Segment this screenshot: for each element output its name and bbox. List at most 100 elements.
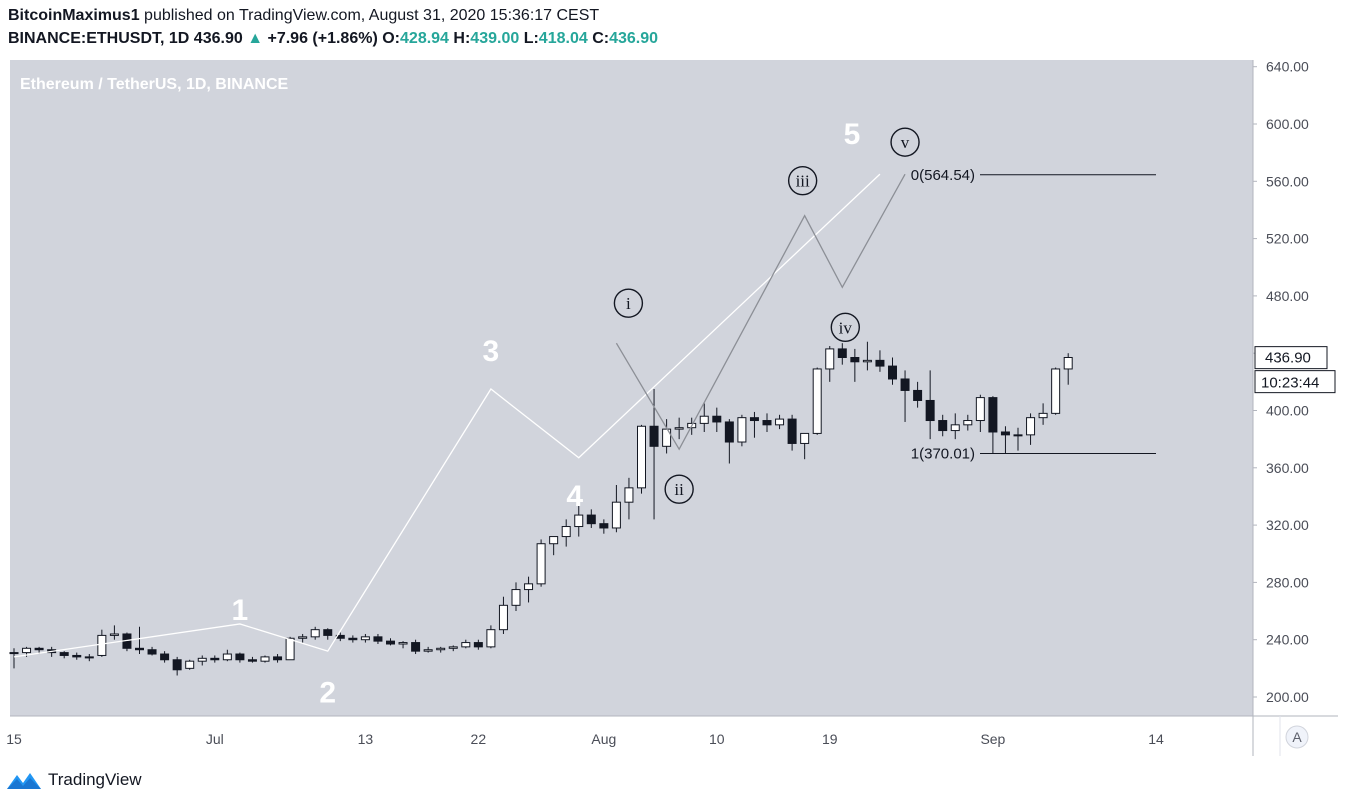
- y-tick-label: 520.00: [1266, 231, 1309, 247]
- sub-wave-circle: [890, 127, 920, 157]
- candle-body: [875, 359, 885, 367]
- candle-body: [360, 636, 370, 641]
- candle-body: [22, 647, 32, 654]
- y-tick-label: 280.00: [1266, 574, 1309, 590]
- candle-body: [135, 647, 144, 651]
- candle-body: [837, 348, 847, 358]
- fib-level-label: 0(564.54): [911, 167, 975, 184]
- candle-body: [599, 523, 609, 529]
- candle-body: [787, 418, 797, 444]
- candle-body: [724, 421, 734, 443]
- candle-body: [411, 642, 421, 652]
- close-label: C:: [592, 30, 610, 47]
- sub-wave-label: iv: [839, 318, 853, 337]
- candle-body: [762, 420, 772, 426]
- y-tick-label: 240.00: [1266, 632, 1309, 648]
- sub-wave-circle: [830, 312, 860, 343]
- candle-body: [498, 604, 508, 631]
- x-tick-label: 15: [6, 731, 22, 747]
- wave-label: 3: [483, 335, 500, 368]
- fib-level-label: 1(370.01): [911, 445, 975, 462]
- candle-body: [386, 640, 395, 645]
- candle-body: [1000, 431, 1010, 436]
- author-name[interactable]: BitcoinMaximus1: [8, 7, 140, 24]
- change-value: +7.96 (+1.86%): [267, 30, 378, 47]
- candle-body: [737, 417, 747, 443]
- sub-wave-circle: [664, 474, 694, 504]
- candle-body: [210, 657, 220, 661]
- y-tick-label: 360.00: [1266, 460, 1309, 476]
- candle-body: [1026, 417, 1036, 436]
- countdown-label: 10:23:44: [1261, 375, 1319, 392]
- x-tick-label: 19: [822, 731, 838, 747]
- candle-body: [1063, 356, 1073, 370]
- last-price-label: 436.90: [1265, 350, 1311, 367]
- up-arrow-icon: ▲: [247, 30, 264, 47]
- y-tick-label: 560.00: [1266, 173, 1309, 189]
- primary-wave-line: [13, 173, 881, 658]
- candle-body: [84, 656, 94, 659]
- candle-body: [260, 656, 270, 662]
- candle-body: [574, 514, 584, 528]
- sub-wave-label: i: [626, 294, 631, 313]
- candle-body: [963, 420, 973, 426]
- y-tick-label: 320.00: [1266, 517, 1309, 533]
- candle-body: [461, 642, 471, 648]
- candle-body: [938, 420, 948, 432]
- candle-body: [97, 634, 107, 656]
- x-tick-label: 14: [1148, 731, 1164, 747]
- candle-body: [749, 417, 759, 422]
- candle-body: [109, 633, 119, 636]
- candle-body: [712, 415, 722, 423]
- symbol-ohlc-line: BINANCE:ETHUSDT, 1D 436.90 ▲ +7.96 (+1.8…: [8, 30, 658, 48]
- candle-body: [235, 653, 245, 661]
- close-value: 436.90: [609, 30, 659, 47]
- candle-body: [925, 399, 935, 422]
- candle-body: [273, 656, 283, 661]
- x-tick-label: Jul: [206, 731, 224, 747]
- wave-label: 1: [232, 594, 249, 627]
- candle-body: [398, 642, 408, 645]
- candle-body: [310, 629, 320, 638]
- candle-body: [988, 397, 998, 433]
- candle-body: [34, 647, 44, 651]
- high-value: 439.00: [470, 30, 520, 47]
- candle-body: [436, 647, 446, 651]
- y-tick-label: 200.00: [1266, 689, 1309, 705]
- candle-body: [373, 636, 383, 642]
- candle-body: [72, 654, 82, 658]
- tradingview-brand[interactable]: TradingView: [48, 770, 142, 789]
- candle-body: [611, 501, 621, 529]
- candle-body: [511, 589, 521, 606]
- y-tick-label: 480.00: [1266, 288, 1309, 304]
- candle-body: [486, 629, 496, 648]
- low-value: 418.04: [538, 30, 588, 47]
- last-price: 436.90: [193, 30, 243, 47]
- wave-label: 2: [319, 676, 336, 709]
- x-tick-label: Sep: [980, 731, 1005, 747]
- candle-body: [423, 649, 433, 652]
- chart-title: Ethereum / TetherUS, 1D, BINANCE: [20, 76, 289, 93]
- low-label: L:: [523, 30, 539, 47]
- y-tick-label: 640.00: [1266, 59, 1309, 75]
- tradingview-logo-icon: [7, 773, 41, 789]
- published-text: published on TradingView.com, August 31,…: [144, 7, 600, 24]
- candle-body: [586, 514, 596, 525]
- candle-body: [536, 543, 546, 585]
- candle-body: [800, 432, 810, 444]
- candle-body: [812, 368, 822, 434]
- auto-scale-button-label[interactable]: A: [1292, 729, 1302, 745]
- sub-wave-circle: [613, 288, 644, 318]
- countdown-box: [1254, 370, 1336, 394]
- candle-body: [222, 653, 232, 661]
- candle-body: [323, 629, 333, 636]
- candle-body: [825, 348, 835, 370]
- candle-body: [1038, 412, 1048, 419]
- candle-body: [1013, 434, 1023, 437]
- wave-label: 4: [566, 480, 583, 513]
- candle-body: [59, 652, 69, 656]
- auto-scale-button[interactable]: [1285, 725, 1309, 749]
- plot-area: [10, 60, 1253, 716]
- candle-body: [637, 425, 646, 489]
